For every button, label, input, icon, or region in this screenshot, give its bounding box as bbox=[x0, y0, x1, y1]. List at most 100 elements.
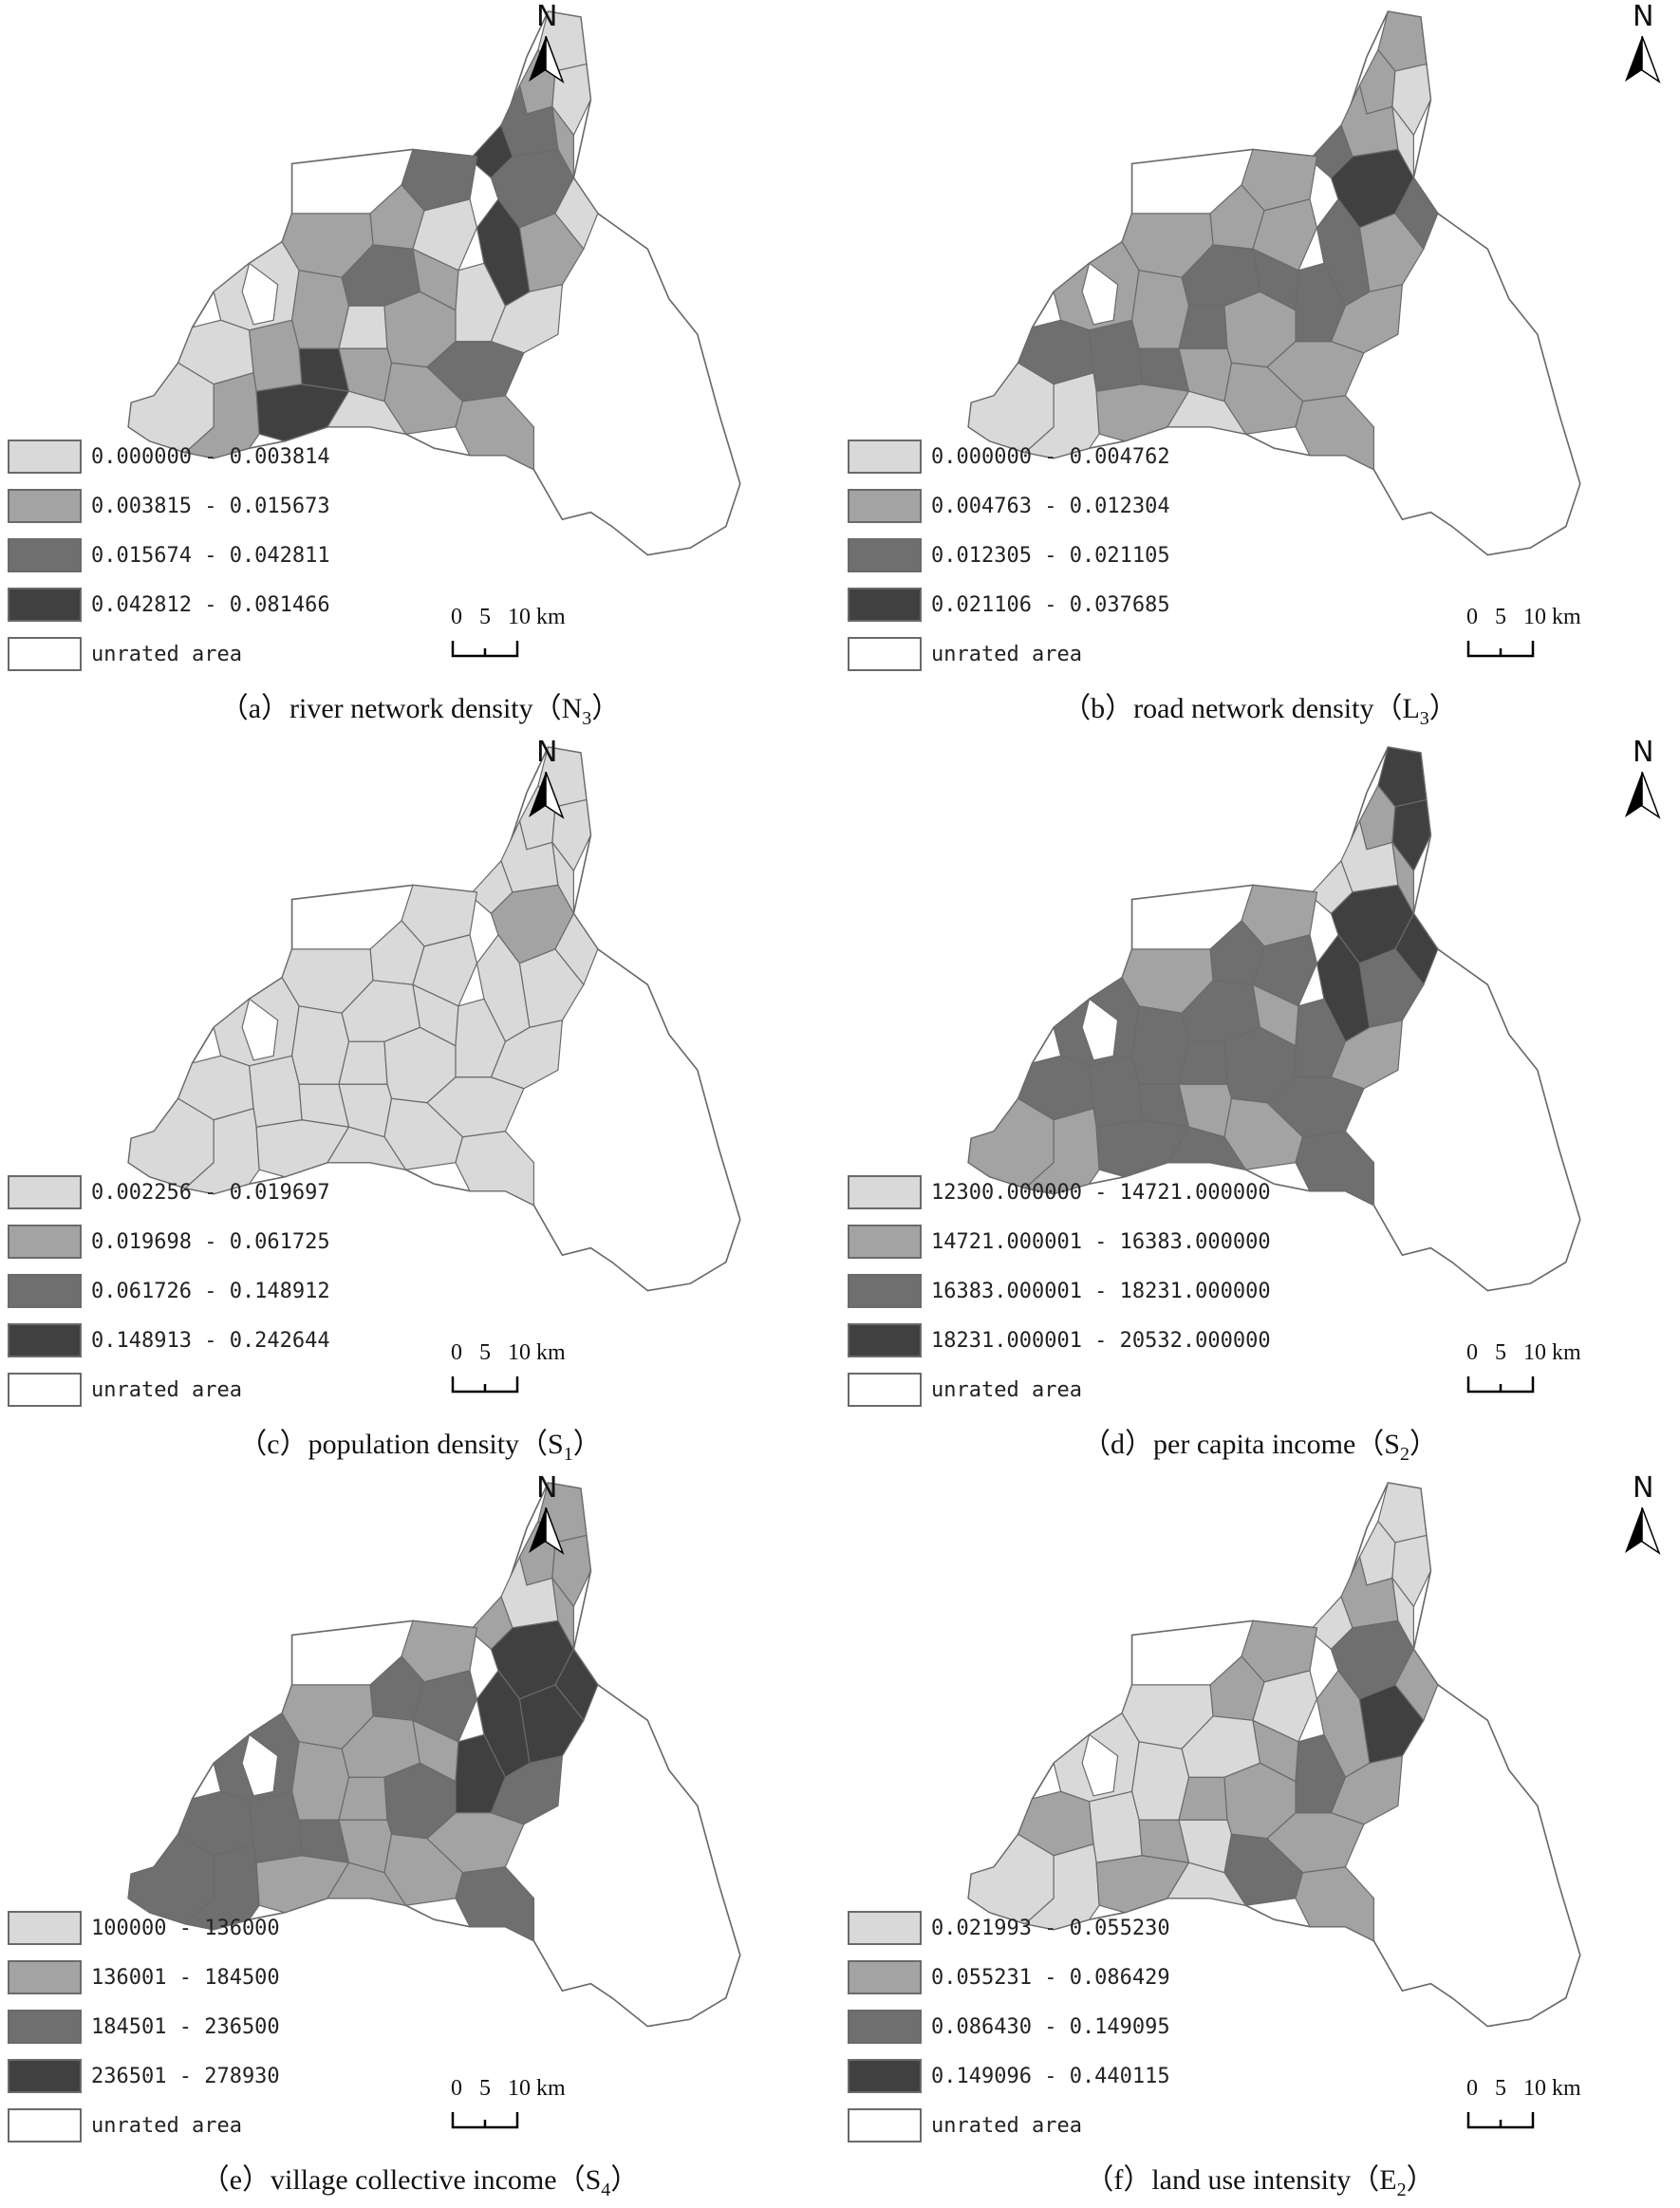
legend-label: 0.149096 - 0.440115 bbox=[931, 2064, 1170, 2088]
legend: 0.021993 - 0.055230 0.055231 - 0.086429 0.… bbox=[848, 1903, 1170, 2150]
legend-class-1: 0.002256 - 0.019697 bbox=[8, 1168, 330, 1217]
scale-bar: 0 5 10 km bbox=[451, 605, 566, 671]
panel-caption: （a）river network density（N3） bbox=[0, 684, 840, 730]
scale-label-end: 10 km bbox=[508, 1340, 566, 1365]
legend-swatch bbox=[8, 1911, 82, 1945]
village-unit bbox=[248, 1790, 303, 1863]
legend-class-4: 236501 - 278930 bbox=[8, 2051, 280, 2101]
scale-label-zero: 0 bbox=[1466, 2076, 1478, 2101]
village-unit bbox=[1081, 998, 1119, 1061]
north-arrow: N bbox=[1623, 1471, 1671, 1585]
village-unit bbox=[290, 1741, 350, 1821]
legend-label: 0.042812 - 0.081466 bbox=[91, 592, 330, 617]
legend-swatch bbox=[8, 1373, 82, 1407]
caption-close: ） bbox=[610, 2164, 640, 2196]
village-unit bbox=[1295, 395, 1375, 471]
legend-label: 0.000000 - 0.003814 bbox=[91, 444, 330, 469]
legend-swatch bbox=[8, 2010, 82, 2044]
scale-label-end: 10 km bbox=[1523, 2076, 1581, 2101]
legend-class-2: 0.004763 - 0.012304 bbox=[848, 481, 1170, 531]
village-unit bbox=[1391, 798, 1432, 872]
panel-caption: （c）population density（S1） bbox=[0, 1420, 840, 1466]
legend-label: 0.148913 - 0.242644 bbox=[91, 1328, 330, 1353]
village-unit bbox=[1088, 1055, 1143, 1128]
legend-label: 136001 - 184500 bbox=[91, 1965, 280, 1990]
legend-label: 0.003815 - 0.015673 bbox=[91, 494, 330, 518]
map-panel-f: N 0.021993 - 0.055230 0.055231 - 0.086429 0… bbox=[840, 1471, 1680, 2207]
caption-text: （e）village collective income（S bbox=[200, 2164, 602, 2196]
village-unit bbox=[290, 270, 350, 349]
legend-label: 14721.000001 - 16383.000000 bbox=[931, 1229, 1271, 1254]
legend-label: unrated area bbox=[931, 1377, 1082, 1402]
caption-subscript: 2 bbox=[1396, 2180, 1407, 2200]
north-label: N bbox=[536, 0, 558, 33]
legend-class-4: 0.021106 - 0.037685 bbox=[848, 580, 1170, 629]
choropleth-map bbox=[967, 1482, 1581, 2028]
legend-label: 236501 - 278930 bbox=[91, 2064, 280, 2088]
scale-label-zero: 0 bbox=[1466, 1340, 1478, 1365]
legend-swatch bbox=[848, 588, 922, 622]
village-unit bbox=[412, 934, 478, 1007]
legend-swatch bbox=[848, 1373, 922, 1407]
north-arrow: N bbox=[527, 1471, 574, 1585]
scale-bar: 0 5 10 km bbox=[451, 1340, 566, 1407]
legend-label: 100000 - 136000 bbox=[91, 1916, 280, 1940]
caption-close: ） bbox=[1428, 693, 1458, 724]
north-label: N bbox=[1633, 0, 1654, 33]
north-label: N bbox=[1633, 736, 1654, 769]
village-unit bbox=[1167, 390, 1247, 436]
village-unit bbox=[1023, 371, 1100, 459]
village-unit bbox=[1081, 1733, 1119, 1797]
legend-class-1: 12300.000000 - 14721.000000 bbox=[848, 1168, 1271, 1217]
village-unit bbox=[1252, 198, 1318, 271]
village-unit bbox=[1167, 1126, 1247, 1171]
north-arrow-icon bbox=[529, 36, 565, 84]
legend-unrated: unrated area bbox=[848, 629, 1170, 679]
panel-caption: （e）village collective income（S4） bbox=[0, 2156, 840, 2201]
village-unit bbox=[1391, 63, 1432, 137]
legend-swatch bbox=[848, 637, 922, 671]
north-arrow: N bbox=[1623, 736, 1671, 850]
choropleth-map bbox=[967, 10, 1581, 556]
north-arrow: N bbox=[527, 0, 574, 114]
legend-label: 0.086430 - 0.149095 bbox=[931, 2014, 1170, 2039]
scale-label-zero: 0 bbox=[1466, 605, 1478, 629]
legend-swatch bbox=[8, 1960, 82, 1994]
north-label: N bbox=[536, 1471, 558, 1505]
legend: 12300.000000 - 14721.000000 14721.000001 … bbox=[848, 1168, 1271, 1414]
north-arrow-icon bbox=[1625, 36, 1661, 84]
village-unit bbox=[1252, 934, 1318, 1007]
legend: 0.002256 - 0.019697 0.019698 - 0.061725 0.… bbox=[8, 1168, 330, 1414]
village-unit bbox=[1023, 1107, 1100, 1195]
map-panel-d: N 12300.000000 - 14721.000000 14721.000001… bbox=[840, 736, 1680, 1471]
village-unit bbox=[327, 390, 407, 436]
legend-swatch bbox=[8, 1323, 82, 1357]
scale-bar-graphic bbox=[451, 2112, 519, 2129]
legend-label: 18231.000001 - 20532.000000 bbox=[931, 1328, 1271, 1353]
caption-text: （b）road network density（L bbox=[1062, 693, 1420, 724]
legend-swatch bbox=[848, 1911, 922, 1945]
legend-swatch bbox=[848, 2010, 922, 2044]
legend-swatch bbox=[8, 2108, 82, 2143]
caption-text: （a）river network density（N bbox=[219, 693, 583, 724]
map-panel-a: N 0.000000 - 0.003814 0.003815 - 0.015673 0… bbox=[0, 0, 840, 736]
legend-class-2: 14721.000001 - 16383.000000 bbox=[848, 1217, 1271, 1266]
caption-text: （f）land use intensity（E bbox=[1085, 2164, 1397, 2196]
map-panel-e: N 100000 - 136000 136001 - 184500 184501 - … bbox=[0, 1471, 840, 2207]
scale-bar: 0 5 10 km bbox=[1466, 2076, 1581, 2143]
north-label: N bbox=[1633, 1471, 1654, 1505]
panel-caption: （d）per capita income（S2） bbox=[840, 1420, 1680, 1466]
legend-label: 0.021106 - 0.037685 bbox=[931, 592, 1170, 617]
village-unit bbox=[183, 371, 260, 459]
scale-label-mid: 5 bbox=[1495, 1340, 1506, 1365]
panel-caption: （f）land use intensity（E2） bbox=[840, 2156, 1680, 2201]
scale-bar-graphic bbox=[1466, 1376, 1535, 1394]
choropleth-map bbox=[127, 10, 741, 556]
north-arrow: N bbox=[527, 736, 574, 850]
caption-subscript: 1 bbox=[563, 1444, 573, 1465]
scale-label-zero: 0 bbox=[451, 605, 462, 629]
scale-label-mid: 5 bbox=[1495, 2076, 1506, 2101]
scale-bar-graphic bbox=[451, 641, 519, 658]
legend-class-1: 0.021993 - 0.055230 bbox=[848, 1903, 1170, 1953]
village-unit bbox=[455, 1866, 535, 1942]
